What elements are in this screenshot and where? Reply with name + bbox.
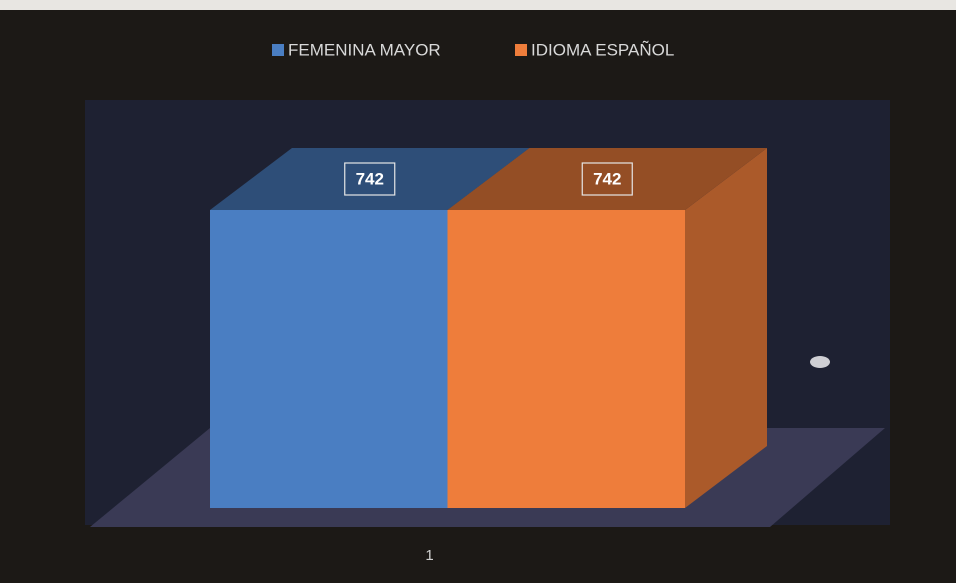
bar-top (210, 148, 530, 210)
bar (210, 210, 448, 508)
data-label-box (581, 162, 633, 196)
data-label: 742 (356, 169, 384, 188)
legend-swatch (515, 44, 527, 56)
top-edge (0, 0, 956, 10)
data-label: 742 (593, 169, 621, 188)
legend-label: FEMENINA MAYOR (288, 40, 441, 59)
bar (447, 210, 685, 508)
x-tick-label: 1 (425, 547, 433, 564)
legend-swatch (272, 44, 284, 56)
legend-label: IDIOMA ESPAÑOL (531, 40, 674, 59)
bar-top (447, 148, 767, 210)
bar-side (685, 148, 767, 508)
speck (810, 356, 830, 368)
data-label-box (344, 162, 396, 196)
